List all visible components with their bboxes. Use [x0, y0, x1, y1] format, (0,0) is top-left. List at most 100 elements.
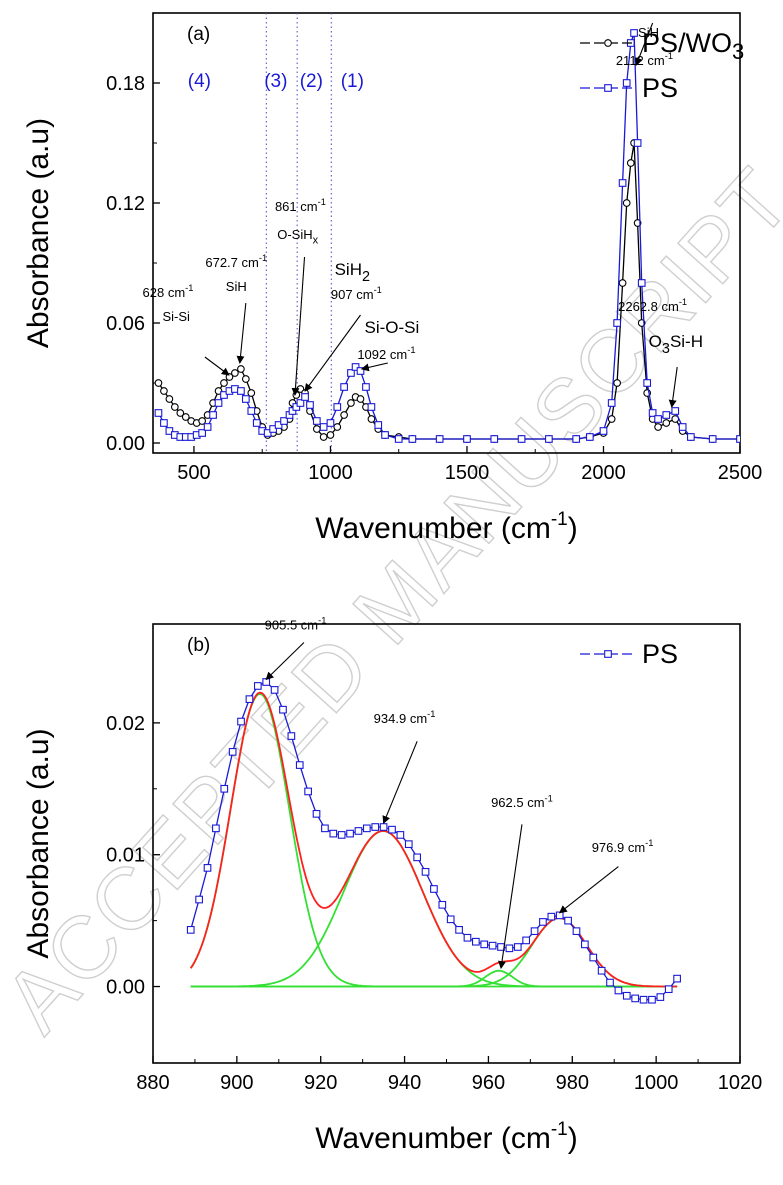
- data-point: [262, 678, 271, 686]
- data-point: [404, 840, 413, 849]
- data-point: [589, 953, 598, 962]
- data-point: [654, 415, 662, 423]
- annotation-arrow: [265, 642, 305, 681]
- data-point: [622, 991, 631, 1000]
- annotation-arrow: [668, 366, 678, 408]
- data-point: [446, 915, 455, 924]
- peak-annotation-sup: -1: [259, 253, 267, 263]
- data-point: [321, 824, 329, 833]
- peak-annotation-sup: -1: [427, 709, 435, 719]
- data-point: [455, 925, 463, 934]
- legend-marker: [604, 39, 612, 47]
- peak-annotation-sub: x: [313, 235, 319, 247]
- watermark-text: ACCEPTED MANUSCRIPT: [0, 149, 783, 1050]
- peak-annotation-text: Si-Si: [162, 309, 190, 324]
- peak-annotation-sup: -1: [665, 51, 673, 61]
- region-label: (4): [188, 71, 211, 92]
- peak-annotation-sup: -1: [645, 838, 653, 848]
- data-point: [312, 809, 321, 818]
- peak-annotation: O3Si-H: [649, 332, 703, 357]
- data-point: [354, 827, 363, 835]
- data-point: [312, 425, 321, 433]
- legend-label: PS: [642, 639, 678, 669]
- peak-annotation-text: 962.5 cm: [491, 795, 544, 810]
- data-point: [237, 387, 245, 395]
- peak-annotation-sup: -1: [318, 615, 326, 625]
- data-point: [539, 918, 547, 926]
- peak-annotation: Si-Si: [162, 309, 190, 324]
- plot-frame: [152, 12, 741, 454]
- annotation-arrow: [360, 362, 388, 372]
- data-point: [626, 159, 635, 167]
- peak-annotation-text: 861 cm: [275, 199, 318, 214]
- data-point: [165, 427, 174, 435]
- data-point: [203, 423, 212, 431]
- peak-annotation-sup: -1: [679, 297, 687, 307]
- data-point: [463, 933, 472, 942]
- x-tick-label: 1000: [308, 462, 353, 484]
- peak-annotation: 907 cm-1: [331, 285, 382, 302]
- x-tick-label: 940: [388, 1072, 421, 1094]
- legend-label-text: PS/WO: [642, 28, 732, 58]
- region-label: (1): [341, 71, 364, 92]
- data-point: [408, 435, 417, 443]
- annotation-arrow: [291, 256, 306, 396]
- data-point: [643, 379, 652, 387]
- data-point: [394, 435, 403, 443]
- x-tick-label: 500: [177, 462, 210, 484]
- peak-annotation-sup: -1: [545, 793, 553, 803]
- y-tick-label: 0.01: [106, 845, 145, 867]
- y-axis-title: Absorbance (a.u): [22, 118, 55, 348]
- legend-label: PS/WO3: [642, 28, 744, 64]
- data-point: [186, 925, 195, 934]
- data-point: [253, 682, 262, 690]
- region-label: (2): [300, 71, 323, 92]
- x-axis-title-sup: -1: [551, 1119, 568, 1140]
- data-point: [513, 943, 522, 951]
- data-point: [379, 823, 388, 831]
- peak-annotation: O-SiHx: [277, 227, 318, 247]
- data-point: [326, 431, 335, 439]
- data-point: [648, 995, 656, 1004]
- peak-annotation-sup: -1: [318, 197, 326, 207]
- peak-annotation: 1092 cm-1: [357, 345, 415, 362]
- data-point: [333, 423, 342, 431]
- data-point: [212, 824, 220, 833]
- data-point: [662, 411, 671, 419]
- data-point: [413, 853, 422, 862]
- y-tick-label: 0.02: [106, 713, 145, 735]
- data-point: [198, 417, 206, 425]
- y-axis-title: Absorbance (a.u): [22, 728, 55, 958]
- peak-annotation-text: 2262.8 cm: [618, 299, 679, 314]
- data-point: [245, 695, 254, 703]
- data-point: [639, 995, 648, 1004]
- data-point: [671, 407, 680, 415]
- data-point: [388, 825, 396, 834]
- annotation-arrow: [304, 314, 361, 392]
- data-point: [631, 994, 640, 1003]
- peak-annotation-text: 628 cm: [143, 285, 186, 300]
- data-point: [340, 411, 348, 419]
- peak-annotation: 905.5 cm-1: [265, 615, 327, 632]
- data-point: [209, 411, 217, 419]
- peak-annotation: SiH: [226, 279, 247, 294]
- data-point: [614, 986, 623, 995]
- data-point: [154, 409, 163, 417]
- peak-annotation-text: SiH: [226, 279, 247, 294]
- peak-annotation-text: O-SiH: [277, 227, 312, 242]
- x-tick-label: 900: [220, 1072, 253, 1094]
- x-tick-label: 1500: [445, 462, 490, 484]
- peak-annotation: 962.5 cm-1: [491, 793, 553, 810]
- data-point: [597, 966, 606, 975]
- data-point: [329, 829, 338, 838]
- x-tick-label: 2500: [718, 462, 763, 484]
- annotation-arrow: [204, 356, 230, 376]
- x-tick-label: 2000: [581, 462, 626, 484]
- data-point: [237, 365, 245, 373]
- peak-annotation-text: 976.9 cm: [592, 840, 645, 855]
- data-point: [673, 974, 681, 983]
- peak-annotation-text: SiH: [335, 260, 362, 279]
- x-axis-title-sup: -1: [551, 509, 568, 530]
- data-point: [555, 911, 564, 920]
